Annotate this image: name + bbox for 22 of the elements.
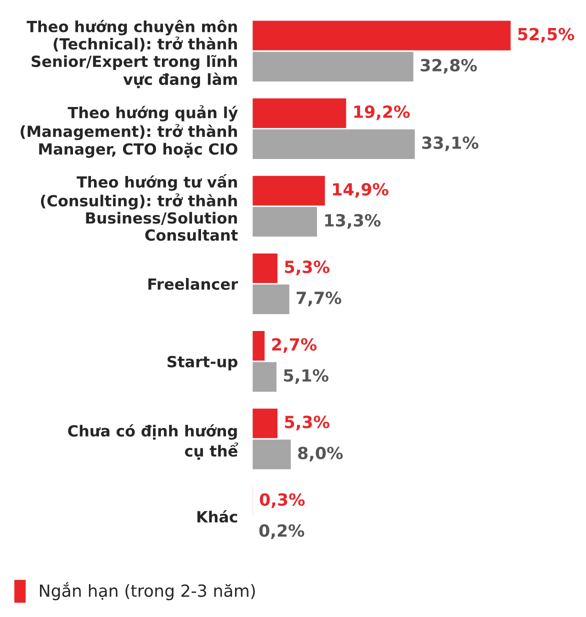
data-label: 0,3% (260, 493, 305, 508)
y-tick-label: Theo hướng chuyên môn (Technical): trở thành Senior/Expert trong lĩnh vực đang làm (26, 20, 237, 88)
data-label: 14,9% (333, 182, 388, 198)
legend-label: Ngắn hạn (trong 2-3 năm) (40, 582, 255, 600)
data-label: 52,5% (518, 28, 574, 43)
data-label: 0,2% (259, 524, 304, 539)
data-label: 2,7% (272, 338, 317, 353)
data-label: 33,1% (422, 136, 478, 152)
data-label: 32,8% (420, 58, 477, 74)
y-tick-label: Khác (197, 510, 238, 523)
y-tick-label: Theo hướng tư vấn (Consulting): trở thành Business/Solution Consultant (40, 174, 238, 241)
y-tick-label: Freelancer (148, 278, 238, 290)
data-label: 5,3% (285, 416, 330, 430)
y-tick-label: Chưa có định hướng cụ thể (68, 424, 238, 460)
data-label: 5,1% (284, 369, 328, 384)
data-label: 7,7% (296, 292, 342, 306)
data-label: 13,3% (325, 214, 381, 229)
y-tick-label: Theo hướng quản lý (Management): trở thành Manager, CTO hoặc CIO (20, 105, 238, 158)
data-label: 5,3% (285, 260, 330, 276)
data-label: 19,2% (354, 105, 410, 120)
data-label: 8,0% (298, 446, 343, 462)
y-tick-label: Start-up (168, 356, 238, 370)
